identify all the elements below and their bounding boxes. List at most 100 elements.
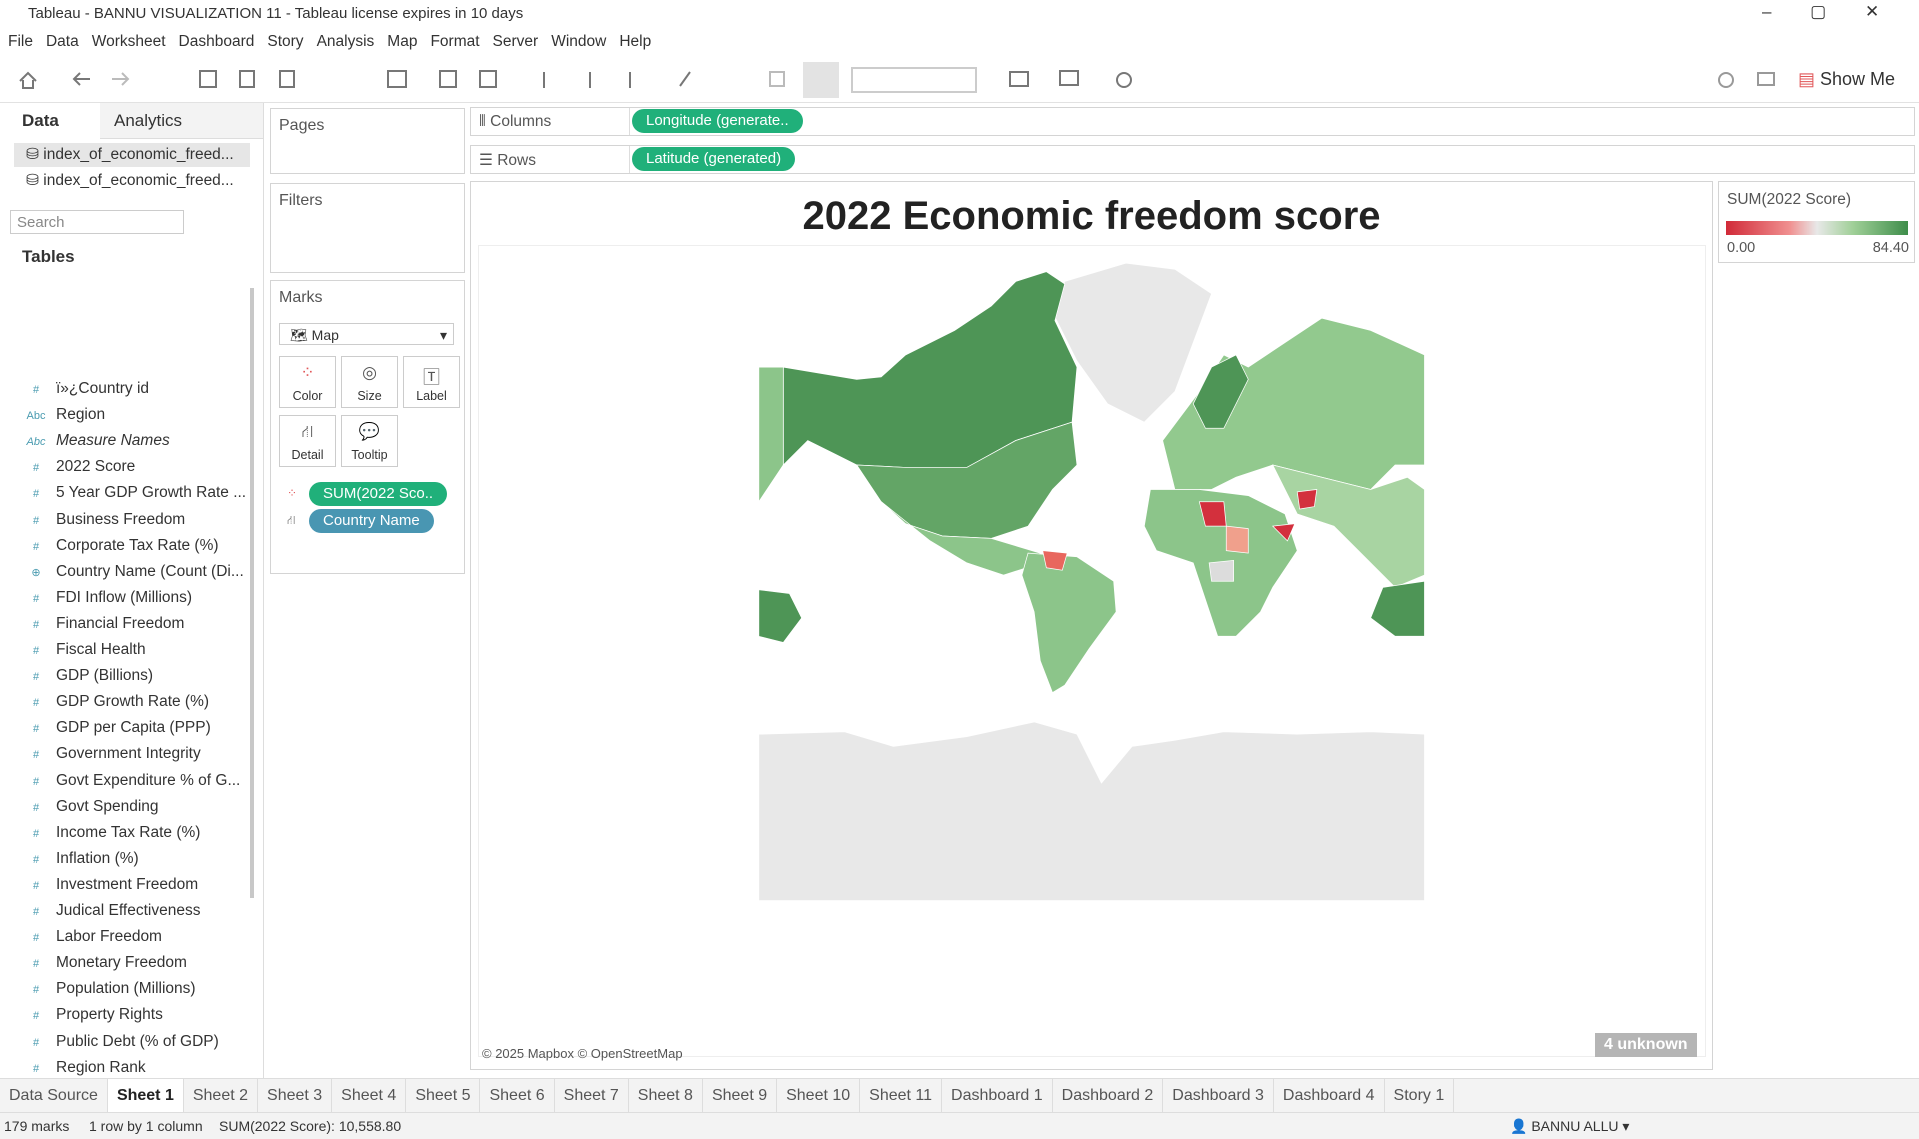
field[interactable]: # Government Integrity	[22, 742, 201, 766]
field[interactable]: #2022 Score	[22, 455, 135, 479]
color-pill[interactable]: SUM(2022 Sco..	[309, 482, 448, 506]
field[interactable]: #5 Year GDP Growth Rate ...	[22, 481, 246, 505]
data-source[interactable]: ⛁ index_of_economic_freed...	[26, 146, 234, 163]
show-me-button[interactable]: ▤ Show Me	[1798, 69, 1896, 89]
field[interactable]: ⊕ Country Name (Count (Di...	[22, 560, 244, 584]
field[interactable]: # ï»¿Country id	[22, 377, 149, 401]
field-list: # ï»¿Country id Abc Region Abc Measure Names #…	[0, 103, 250, 1078]
sheet-tab[interactable]: Sheet 10	[777, 1079, 861, 1112]
legend-min: 0.00	[1727, 240, 1756, 256]
field[interactable]: # Population (Millions)	[22, 977, 196, 1001]
field[interactable]: # GDP per Capita (PPP)	[22, 716, 211, 740]
field[interactable]: # Govt Expenditure % of G...	[22, 769, 240, 793]
status-bar: 179 marks 1 row by 1 column SUM(2022 Sco…	[0, 1112, 1919, 1139]
mark-type-dropdown[interactable]: 🗺 Map ▾	[279, 323, 454, 345]
field[interactable]: # GDP Growth Rate (%)	[22, 690, 209, 714]
field-name: GDP Growth Rate (%)	[56, 693, 210, 711]
menu-item[interactable]: File	[8, 33, 33, 50]
sheet-tab[interactable]: Data Source	[0, 1079, 108, 1112]
sheet-tab[interactable]: Dashboard 3	[1163, 1079, 1274, 1112]
menu-item[interactable]: Window	[551, 33, 607, 50]
field[interactable]: # FDI Inflow (Millions)	[22, 586, 192, 610]
field[interactable]: # Property Rights	[22, 1003, 163, 1027]
attribution: © 2025 Mapbox © OpenStreetMap	[482, 1046, 683, 1061]
data-source[interactable]: ⛁ index_of_economic_freed...	[26, 172, 234, 189]
field-name: Public Debt (% of GDP)	[56, 1032, 219, 1050]
menu-item[interactable]: Help	[619, 33, 652, 50]
sheet-tab[interactable]: Story 1	[1385, 1079, 1455, 1112]
field-icon: #	[32, 540, 40, 553]
menu-item[interactable]: Format	[430, 33, 480, 50]
field[interactable]: Abc Measure Names	[22, 429, 170, 453]
field[interactable]: Abc Region	[22, 403, 106, 427]
field[interactable]: # Corporate Tax Rate (%)	[22, 534, 219, 558]
field[interactable]: # Govt Spending	[22, 795, 159, 819]
field[interactable]: # Public Debt (% of GDP)	[22, 1030, 219, 1054]
sheet-tab[interactable]: Dashboard 2	[1053, 1079, 1164, 1112]
field-icon: #	[32, 697, 40, 710]
field[interactable]: # Judical Effectiveness	[22, 899, 201, 923]
field-name: Fiscal Health	[56, 641, 146, 658]
status-user[interactable]: 👤 BANNU ALLU ▾	[1510, 1118, 1630, 1134]
sheet-tab[interactable]: Sheet 11	[860, 1079, 943, 1112]
sheet-tab[interactable]: Dashboard 4	[1274, 1079, 1385, 1112]
menu-item[interactable]: Server	[492, 33, 539, 50]
mark-button[interactable]: ⛙ Detail	[279, 415, 336, 467]
field[interactable]: # Income Tax Rate (%)	[22, 821, 201, 845]
field-icon: #	[32, 618, 40, 631]
sheet-tab[interactable]: Dashboard 1	[942, 1079, 1053, 1112]
rows-shelf: ☰ Rows Latitude (generated)	[470, 145, 1915, 174]
tables-heading: Tables	[22, 247, 75, 266]
mark-button[interactable]: ◎ Size	[341, 356, 398, 408]
menu-item[interactable]: Story	[267, 33, 304, 50]
sheet-tab[interactable]: Sheet 3	[258, 1079, 333, 1112]
rows-pill[interactable]: Latitude (generated)	[632, 147, 796, 171]
toolbar-icons-right	[1718, 72, 1775, 88]
unknown-indicator[interactable]: 4 unknown	[1595, 1033, 1697, 1057]
menu-item[interactable]: Analysis	[316, 33, 375, 50]
mark-button-label: Label	[416, 389, 447, 403]
sheet-tab[interactable]: Sheet 7	[555, 1079, 629, 1112]
sheet-tab[interactable]: Sheet 2	[184, 1079, 259, 1112]
data-tab[interactable]: Data	[0, 103, 122, 141]
sheet-tab[interactable]: Sheet 4	[332, 1079, 407, 1112]
field-icon: #	[32, 723, 40, 736]
menu-item[interactable]: Dashboard	[178, 33, 255, 50]
search-box[interactable]: Search	[10, 210, 184, 234]
field-name: Govt Expenditure % of G...	[56, 771, 241, 789]
field-name: Investment Freedom	[56, 875, 199, 893]
mark-button[interactable]: 💬 Tooltip	[341, 415, 398, 467]
window-controls[interactable]: – ▢ ✕	[1762, 2, 1880, 21]
analytics-tab[interactable]: Analytics	[100, 103, 263, 139]
field[interactable]: # Business Freedom	[22, 508, 185, 532]
field[interactable]: # Financial Freedom	[22, 612, 184, 636]
field-name: Population (Millions)	[56, 980, 196, 998]
field[interactable]: # Monetary Freedom	[22, 951, 187, 975]
field[interactable]: # Inflation (%)	[22, 847, 139, 871]
sheet-tab[interactable]: Sheet 6	[480, 1079, 555, 1112]
field[interactable]: # Labor Freedom	[22, 925, 162, 949]
scrollbar	[250, 288, 254, 898]
field-name: Country Name (Count (Di...	[56, 562, 244, 580]
map-frame	[478, 245, 1706, 1057]
mark-button-label: Detail	[291, 448, 324, 462]
source-highlight	[14, 143, 250, 167]
field[interactable]: # GDP (Billions)	[22, 664, 153, 688]
menu-item[interactable]: Map	[387, 33, 418, 50]
detail-pill[interactable]: Country Name	[309, 509, 434, 533]
field[interactable]: # Investment Freedom	[22, 873, 198, 897]
sheet-tab[interactable]: Sheet 1	[107, 1079, 184, 1112]
sheet-tab[interactable]: Sheet 8	[629, 1079, 703, 1112]
mark-button[interactable]: ⁘ Color	[279, 356, 336, 408]
mark-button-label: Tooltip	[351, 448, 388, 462]
sheet-tab[interactable]: Sheet 5	[406, 1079, 481, 1112]
field-name: Labor Freedom	[56, 928, 162, 946]
sheet-tab[interactable]: Sheet 9	[703, 1079, 778, 1112]
field[interactable]: # Region Rank	[22, 1056, 146, 1078]
menu-item[interactable]: Data	[45, 33, 79, 50]
field[interactable]: # Fiscal Health	[22, 638, 146, 662]
columns-pill[interactable]: Longitude (generate..	[632, 109, 803, 133]
mark-button[interactable]: 🅃 Label	[403, 356, 460, 408]
menu-item[interactable]: Worksheet	[91, 33, 166, 50]
